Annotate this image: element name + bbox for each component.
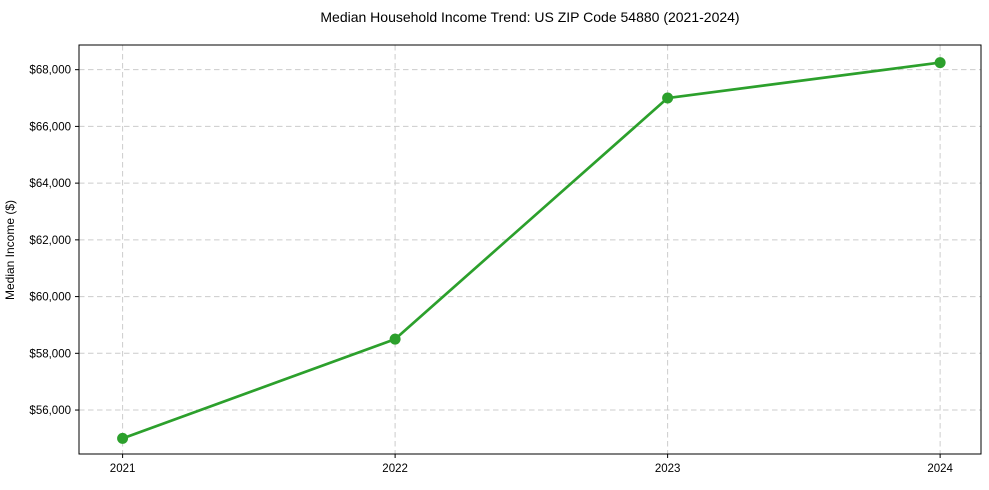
vertical-gridlines — [122, 45, 941, 454]
y-tick-label: $56,000 — [29, 405, 71, 417]
trend-line — [121, 61, 942, 440]
y-tick-label: $60,000 — [29, 292, 71, 304]
income-trend-series — [117, 57, 946, 444]
y-tick-labels: $56,000 $58,000 $60,000 $62,000 $64,000 $66,0… — [29, 65, 71, 417]
y-tick-label: $64,000 — [29, 178, 71, 190]
y-tick-label: $66,000 — [29, 121, 71, 133]
data-point — [389, 333, 401, 345]
horizontal-gridlines — [79, 69, 981, 411]
x-tick-label: 2024 — [927, 463, 953, 475]
x-tick-label: 2022 — [382, 463, 408, 475]
chart-title: Median Household Income Trend: US ZIP Co… — [320, 9, 739, 25]
y-tick-label: $62,000 — [29, 235, 71, 247]
y-axis-label: Median Income ($) — [3, 200, 17, 300]
axis-tick-marks — [75, 69, 941, 458]
y-tick-label: $68,000 — [29, 65, 71, 77]
plot-border — [78, 44, 982, 455]
data-point — [117, 432, 129, 444]
x-tick-label: 2021 — [110, 463, 136, 475]
data-point — [934, 57, 946, 69]
x-tick-labels: 2021 2022 2023 2024 — [110, 463, 954, 475]
x-tick-label: 2023 — [655, 463, 681, 475]
y-tick-label: $58,000 — [29, 348, 71, 360]
data-point — [662, 92, 674, 104]
